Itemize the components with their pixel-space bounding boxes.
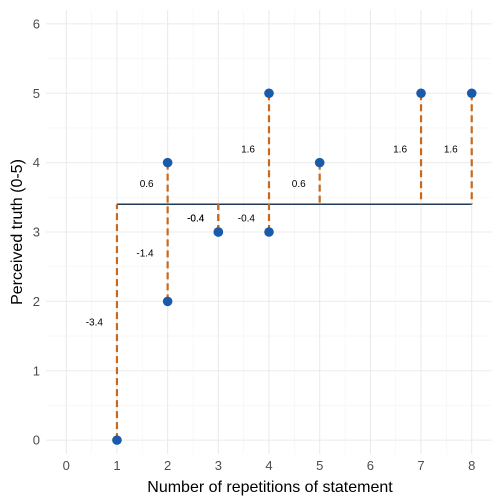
data-point (112, 435, 122, 445)
residual-label: -3.4 (86, 318, 104, 329)
data-point (314, 157, 325, 168)
y-tick-label: 5 (33, 86, 40, 101)
y-tick-label: 0 (33, 433, 40, 448)
data-point (264, 227, 274, 237)
residual-label: -0.4 (187, 214, 205, 225)
residual-label: -1.4 (136, 248, 154, 259)
data-point (213, 227, 224, 237)
x-axis-title: Number of repetitions of statement (147, 479, 393, 496)
residual-label: 0.6 (140, 179, 154, 190)
y-tick-label: 1 (33, 363, 40, 378)
x-tick-label: 2 (164, 458, 171, 473)
y-tick-label: 6 (33, 16, 40, 31)
residual-labels: -3.4-1.40.6-0.4-0.4 -0.41.60.61.6 1.6 (86, 144, 458, 328)
x-tick-label: 6 (367, 458, 374, 473)
residual-label: -0.4 (187, 214, 205, 225)
x-tick-label: 4 (265, 458, 272, 473)
y-tick-label: 4 (33, 155, 40, 170)
data-point (162, 296, 173, 307)
residual-label: -0.4 (238, 214, 256, 225)
y-tick-label: 3 (33, 225, 40, 240)
data-points (112, 88, 477, 445)
residual-label: 1.6 (241, 144, 255, 155)
x-tick-label: 8 (468, 458, 475, 473)
x-tick-label: 7 (417, 458, 424, 473)
residual-label: 1.6 (393, 144, 407, 155)
axis-ticks: 0 1 2 3 4 5 6 7 8 0 1 2 3 4 5 6 (33, 16, 476, 473)
x-tick-label: 1 (113, 458, 120, 473)
data-point (162, 157, 173, 168)
residual-label: 0.6 (292, 179, 306, 190)
data-point (264, 88, 274, 99)
y-axis-title: Perceived truth (0-5) (9, 159, 26, 305)
residual-lines (115, 93, 473, 441)
data-point (416, 88, 426, 99)
x-tick-label: 3 (215, 458, 222, 473)
y-tick-label: 2 (33, 294, 40, 309)
x-tick-label: 5 (316, 458, 323, 473)
data-point (466, 88, 477, 99)
x-tick-label: 0 (63, 458, 70, 473)
residual-label: 1.6 (444, 144, 458, 155)
